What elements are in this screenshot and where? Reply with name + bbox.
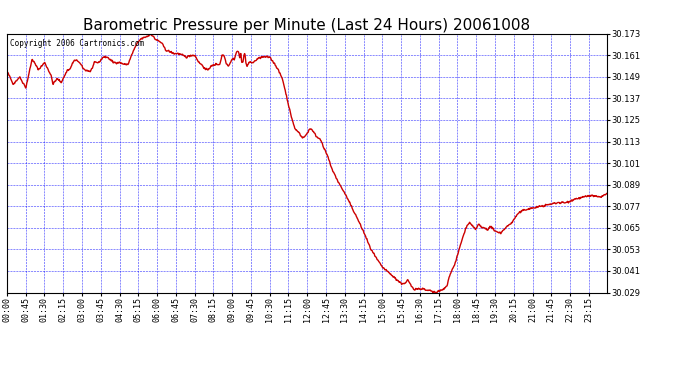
Title: Barometric Pressure per Minute (Last 24 Hours) 20061008: Barometric Pressure per Minute (Last 24 … <box>83 18 531 33</box>
Text: Copyright 2006 Cartronics.com: Copyright 2006 Cartronics.com <box>10 39 144 48</box>
